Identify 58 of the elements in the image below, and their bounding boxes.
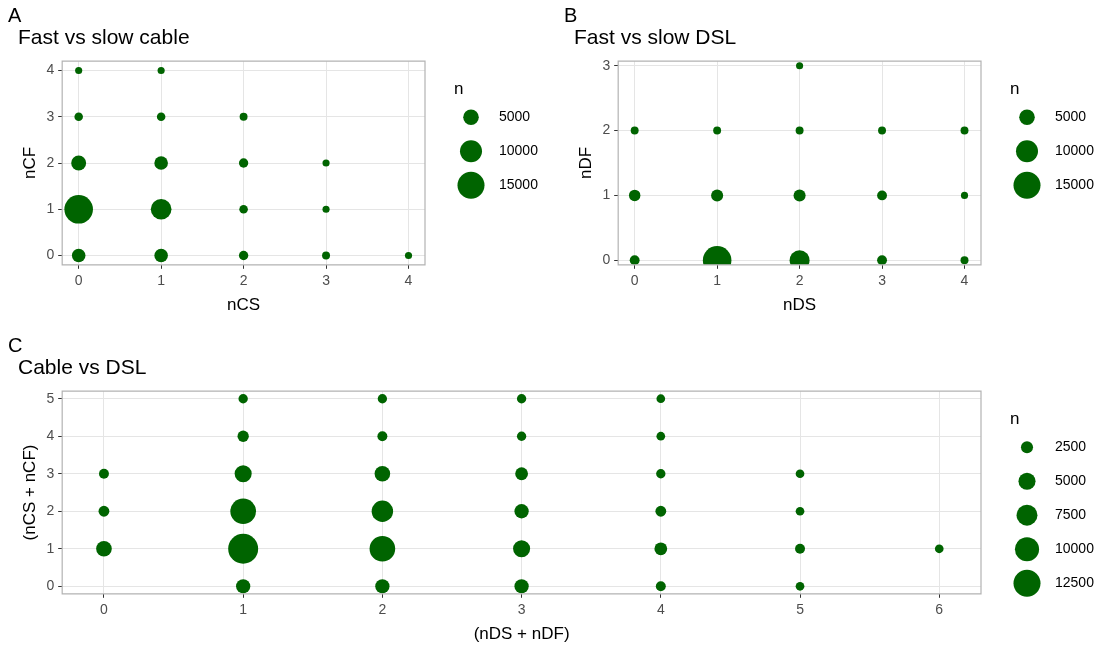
chart-title: Fast vs slow DSL — [574, 25, 737, 49]
x-tick-label: 2 — [378, 601, 387, 618]
legend-label: 10000 — [1055, 142, 1095, 159]
text: B — [564, 3, 578, 26]
x-tick-label: 0 — [100, 601, 109, 618]
x-tick-label: 4 — [656, 601, 665, 618]
x-tick-label: 5 — [796, 601, 805, 618]
legend-title: n — [1010, 409, 1020, 429]
legend-label: 15000 — [499, 176, 539, 193]
y-tick-label: 2 — [602, 121, 611, 138]
y-tick-label: 2 — [46, 153, 55, 170]
text: A — [8, 3, 22, 26]
x-tick-label: 0 — [74, 272, 83, 289]
x-tick-label: 4 — [404, 272, 413, 289]
y-tick-label: 4 — [46, 61, 55, 78]
x-axis-title: nCS — [227, 295, 261, 315]
y-tick-label: 1 — [46, 200, 55, 217]
x-tick-label: 3 — [878, 272, 887, 289]
x-tick-label: 1 — [713, 272, 722, 289]
y-axis-title: nCF — [19, 146, 39, 180]
x-tick-label: 0 — [630, 272, 639, 289]
legend-label: 12500 — [1055, 574, 1095, 591]
x-tick-label: 1 — [157, 272, 166, 289]
y-tick-label: 2 — [46, 502, 55, 519]
x-tick-label: 2 — [239, 272, 248, 289]
y-tick-label: 1 — [602, 186, 611, 203]
text: C — [8, 333, 23, 356]
x-tick-label: 3 — [322, 272, 331, 289]
chart-title: Cable vs DSL — [18, 355, 147, 379]
y-axis-title: (nCS + nCF) — [19, 444, 39, 541]
y-tick-label: 1 — [46, 539, 55, 556]
y-tick-label: 3 — [46, 464, 55, 481]
legend-label: 10000 — [1055, 540, 1095, 557]
legend-title: n — [454, 79, 464, 99]
chart-title: Fast vs slow cable — [18, 25, 190, 49]
x-tick-label: 3 — [517, 601, 526, 618]
y-tick-label: 5 — [46, 389, 55, 406]
x-tick-label: 6 — [935, 601, 944, 618]
x-axis-title: nDS — [783, 295, 817, 315]
legend-label: 5000 — [499, 108, 531, 125]
legend-label: 5000 — [1055, 108, 1087, 125]
y-tick-label: 4 — [46, 427, 55, 444]
y-tick-label: 0 — [602, 251, 611, 268]
legend-label: 5000 — [1055, 472, 1087, 489]
y-tick-label: 0 — [46, 246, 55, 263]
y-axis-title: nDF — [575, 146, 595, 180]
x-tick-label: 2 — [795, 272, 804, 289]
x-tick-label: 1 — [239, 601, 248, 618]
y-tick-label: 3 — [602, 56, 611, 73]
y-tick-label: 0 — [46, 577, 55, 594]
legend-label: 15000 — [1055, 176, 1095, 193]
legend-label: 7500 — [1055, 506, 1087, 523]
x-tick-label: 4 — [960, 272, 969, 289]
x-axis-title: (nDS + nDF) — [473, 624, 570, 644]
legend-title: n — [1010, 79, 1020, 99]
legend-label: 2500 — [1055, 438, 1087, 455]
legend-label: 10000 — [499, 142, 539, 159]
y-tick-label: 3 — [46, 107, 55, 124]
